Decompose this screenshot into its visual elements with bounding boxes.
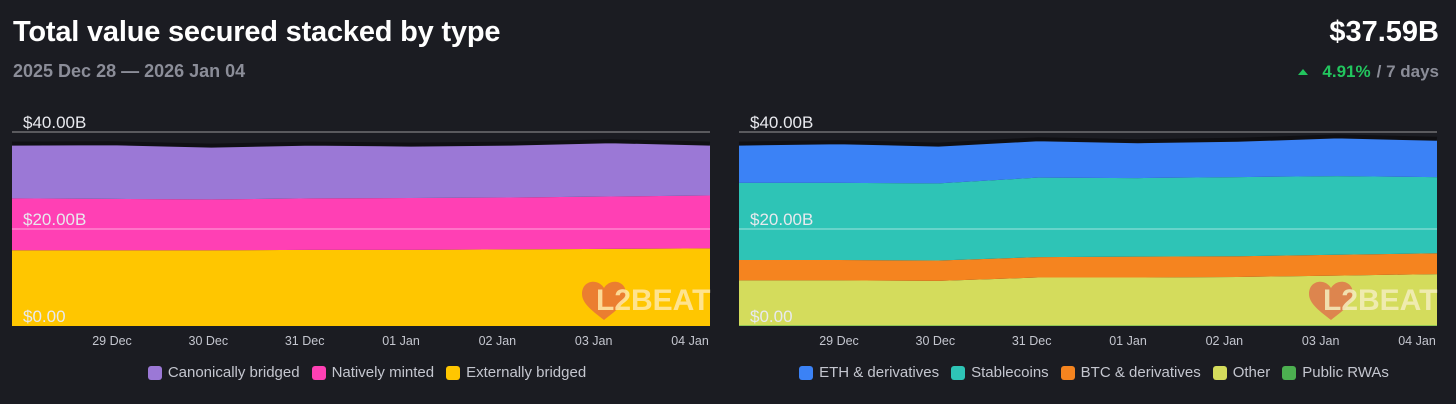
date-range: 2025 Dec 28 — 2026 Jan 04 (13, 61, 246, 81)
area-other (739, 274, 1437, 326)
legend-label: Public RWAs (1302, 364, 1389, 381)
y-tick-label: $0.00 (750, 307, 793, 326)
legend-label: Natively minted (331, 364, 435, 381)
x-tick-label: 30 Dec (916, 334, 956, 348)
legend-label: Externally bridged (466, 364, 587, 381)
page-title: Total value secured stacked by type (13, 16, 501, 48)
chart-panel-right: $40.00B $20.00B $0.00 29 Dec 30 Dec 31 Dec 01 … (739, 100, 1449, 400)
area-public-rwas (739, 325, 1437, 326)
watermark-text: L2BEAT (596, 284, 710, 317)
legend-left: Canonically bridged Natively minted Extern… (12, 364, 722, 381)
legend-item-btc-and-derivatives[interactable]: BTC & derivatives (1060, 364, 1201, 381)
legend-item-natively-minted[interactable]: Natively minted (311, 364, 435, 381)
x-tick-label: 01 Jan (1109, 334, 1147, 348)
x-tick-label: 02 Jan (479, 334, 517, 348)
change-percent: 4.91% (1322, 62, 1371, 81)
legend-item-eth-and-derivatives[interactable]: ETH & derivatives (799, 364, 939, 381)
arrow-up-icon (1298, 69, 1309, 75)
x-tick-label: 02 Jan (1206, 334, 1244, 348)
area-stablecoins (739, 176, 1437, 261)
heart-icon (582, 281, 626, 320)
legend-item-canonically-bridged[interactable]: Canonically bridged (147, 364, 300, 381)
legend-item-other[interactable]: Other (1212, 364, 1271, 381)
chart-right[interactable]: $40.00B $20.00B $0.00 29 Dec 30 Dec 31 Dec 01 … (739, 100, 1449, 360)
change-period: / 7 days (1376, 62, 1439, 81)
legend-swatch (147, 365, 162, 380)
legend-swatch (1060, 365, 1075, 380)
legend-swatch (1212, 365, 1227, 380)
x-tick-label: 30 Dec (189, 334, 229, 348)
total-value: $37.59B (1329, 16, 1439, 48)
area-externally-bridged (12, 248, 710, 326)
x-tick-label: 29 Dec (92, 334, 132, 348)
chart-left[interactable]: $40.00B $20.00B $0.00 29 Dec 30 Dec 31 Dec 01 … (12, 100, 722, 360)
y-tick-label: $0.00 (23, 307, 66, 326)
area-eth-and-derivatives (739, 136, 1437, 184)
l2beat-watermark: L2BEAT (582, 281, 710, 320)
legend-swatch (1282, 365, 1297, 380)
legend-label: Other (1232, 364, 1271, 381)
y-tick-label: $40.00B (23, 113, 86, 132)
legend-swatch (799, 365, 814, 380)
y-tick-label: $40.00B (750, 113, 813, 132)
x-tick-label: 29 Dec (819, 334, 859, 348)
legend-swatch (951, 365, 966, 380)
x-tick-label: 03 Jan (575, 334, 613, 348)
x-tick-label: 04 Jan (671, 334, 709, 348)
l2beat-watermark: L2BEAT (1309, 281, 1437, 320)
legend-label: Stablecoins (971, 364, 1049, 381)
change-indicator: 4.91% / 7 days (1298, 62, 1439, 82)
legend-item-stablecoins[interactable]: Stablecoins (951, 364, 1049, 381)
watermark-text: L2BEAT (1323, 284, 1437, 317)
y-tick-label: $20.00B (23, 210, 86, 229)
x-tick-label: 04 Jan (1398, 334, 1436, 348)
y-tick-label: $20.00B (750, 210, 813, 229)
total-line (12, 139, 711, 148)
legend-item-public-rwas[interactable]: Public RWAs (1282, 364, 1389, 381)
legend-item-externally-bridged[interactable]: Externally bridged (446, 364, 586, 381)
x-tick-label: 01 Jan (382, 334, 420, 348)
legend-label: Canonically bridged (167, 364, 300, 381)
area-natively-minted (12, 195, 710, 251)
legend-label: ETH & derivatives (819, 364, 940, 381)
area-canonically-bridged (12, 141, 710, 200)
chart-panel-left: $40.00B $20.00B $0.00 29 Dec 30 Dec 31 Dec 01 … (12, 100, 722, 400)
x-tick-label: 03 Jan (1302, 334, 1340, 348)
x-tick-label: 31 Dec (1012, 334, 1052, 348)
legend-label: BTC & derivatives (1080, 364, 1201, 381)
legend-right: ETH & derivatives Stablecoins BTC & deriva… (739, 364, 1449, 381)
x-tick-label: 31 Dec (285, 334, 325, 348)
heart-icon (1309, 281, 1353, 320)
total-line (739, 134, 1438, 147)
legend-swatch (311, 365, 326, 380)
area-btc-and-derivatives (739, 253, 1437, 281)
legend-swatch (446, 365, 461, 380)
